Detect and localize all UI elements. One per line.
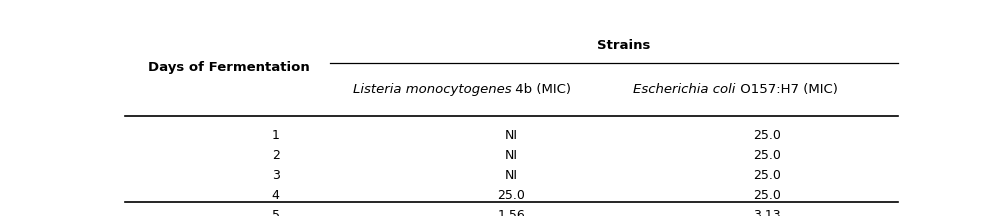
Text: 3.13: 3.13 — [752, 209, 780, 216]
Text: NI: NI — [505, 149, 518, 162]
Text: 25.0: 25.0 — [752, 169, 780, 182]
Text: 4: 4 — [271, 189, 279, 202]
Text: 1.56: 1.56 — [498, 209, 525, 216]
Text: 5: 5 — [271, 209, 279, 216]
Text: 4b (MIC): 4b (MIC) — [511, 83, 572, 96]
Text: 25.0: 25.0 — [752, 129, 780, 142]
Text: O157:H7 (MIC): O157:H7 (MIC) — [736, 83, 837, 96]
Text: NI: NI — [505, 129, 518, 142]
Text: 2: 2 — [271, 149, 279, 162]
Text: Days of Fermentation: Days of Fermentation — [149, 61, 310, 74]
Text: Strains: Strains — [597, 39, 651, 52]
Text: NI: NI — [505, 169, 518, 182]
Text: 25.0: 25.0 — [752, 149, 780, 162]
Text: Escherichia coli: Escherichia coli — [634, 83, 736, 96]
Text: 1: 1 — [271, 129, 279, 142]
Text: Listeria monocytogenes: Listeria monocytogenes — [353, 83, 511, 96]
Text: 25.0: 25.0 — [752, 189, 780, 202]
Text: 3: 3 — [271, 169, 279, 182]
Text: 25.0: 25.0 — [498, 189, 525, 202]
